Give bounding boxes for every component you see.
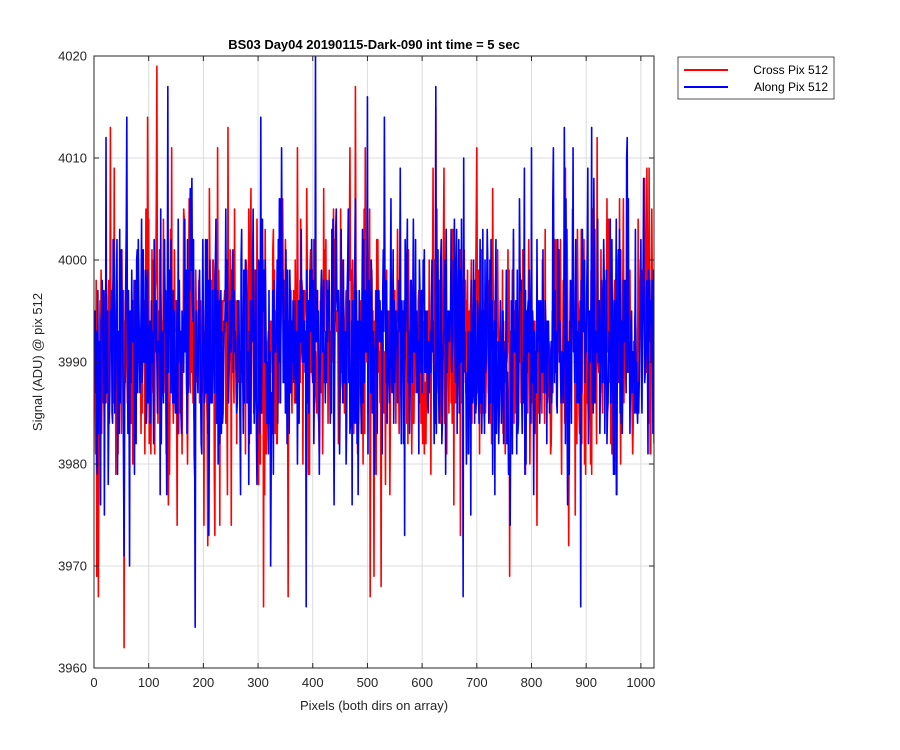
x-tick-labels: 0 100 200 300 400 500 600 700 800 900 1000 [90,675,655,690]
x-axis-title: Pixels (both dirs on array) [300,698,448,713]
x-tick-label: 300 [247,675,269,690]
y-tick-label: 3980 [58,457,87,472]
y-axis-title: Signal (ADU) @ pix 512 [30,293,45,431]
y-tick-label: 4010 [58,151,87,166]
x-tick-label: 700 [466,675,488,690]
x-tick-label: 600 [411,675,433,690]
y-tick-label: 3960 [58,661,87,676]
legend-label-along: Along Pix 512 [754,80,828,94]
x-tick-label: 500 [357,675,379,690]
series-group [94,56,654,649]
y-tick-labels: 3960 3970 3980 3990 4000 4010 4020 [58,49,87,676]
x-tick-label: 0 [90,675,97,690]
legend: Cross Pix 512 Along Pix 512 [677,56,835,100]
x-tick-label: 100 [138,675,160,690]
x-tick-label: 200 [193,675,215,690]
legend-label-cross: Cross Pix 512 [753,63,828,77]
y-tick-label: 4020 [58,49,87,64]
x-tick-label: 400 [302,675,324,690]
series-line-along [94,56,654,628]
chart-title: BS03 Day04 20190115-Dark-090 int time = … [228,37,520,52]
x-tick-label: 900 [575,675,597,690]
y-tick-label: 4000 [58,253,87,268]
tick-marks [93,55,654,669]
y-tick-label: 3970 [58,559,87,574]
x-tick-label: 800 [521,675,543,690]
y-tick-label: 3990 [58,355,87,370]
x-tick-label: 1000 [626,675,655,690]
legend-box [677,56,835,100]
